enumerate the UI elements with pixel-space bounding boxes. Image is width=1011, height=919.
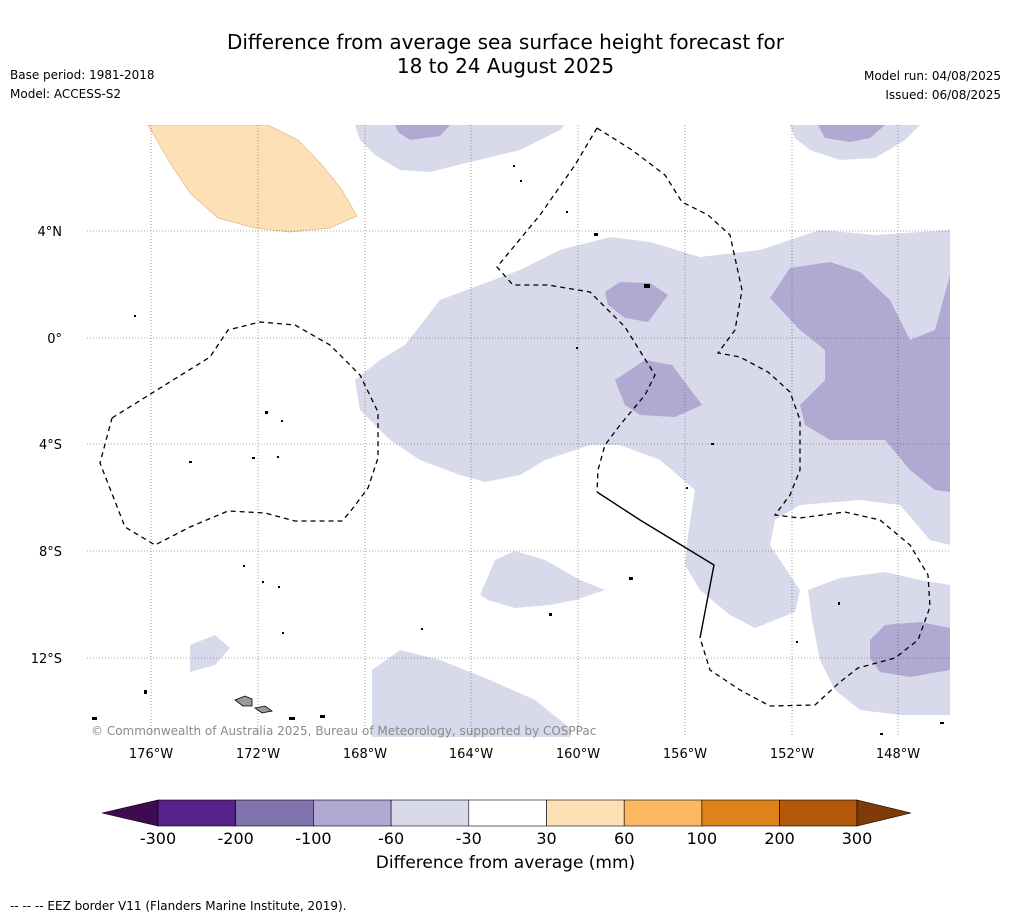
colorbar-swatch: [157, 799, 236, 827]
map-area: [87, 125, 950, 737]
colorbar-arrow-left: [101, 799, 159, 827]
colorbar: [101, 799, 912, 827]
colorbar-tick: -200: [218, 829, 254, 848]
colorbar-swatch: [313, 799, 392, 827]
base-period: Base period: 1981-2018: [10, 68, 155, 82]
colorbar-swatch: [701, 799, 780, 827]
lat-label: 8°S: [39, 545, 62, 560]
colorbar-tick: 60: [614, 829, 634, 848]
issued-date: Issued: 06/08/2025: [885, 88, 1001, 102]
colorbar-swatch: [623, 799, 703, 827]
islands: [92, 165, 944, 735]
lat-label: 4°N: [38, 225, 63, 240]
lon-label: 168°W: [343, 747, 387, 762]
colorbar-swatch: [235, 799, 314, 827]
colorbar-swatch: [546, 799, 625, 827]
lon-label: 160°W: [556, 747, 600, 762]
longitude-labels: 176°W 172°W 168°W 164°W 160°W 156°W 152°…: [129, 747, 920, 762]
colorbar-swatch: [390, 799, 470, 827]
anomaly-light-orange: [147, 125, 358, 233]
title-line-2: 18 to 24 August 2025: [396, 54, 615, 78]
colorbar-ticks: -300 -200 -100 -60 -30 30 60 100 200 300: [140, 829, 872, 848]
colorbar-tick: 30: [536, 829, 556, 848]
eez-borders: [99, 127, 931, 707]
colorbar-tick: 200: [764, 829, 795, 848]
copyright-notice: © Commonwealth of Australia 2025, Bureau…: [91, 724, 597, 738]
colorbar-tick: 300: [842, 829, 873, 848]
lon-label: 172°W: [236, 747, 280, 762]
lon-label: 164°W: [449, 747, 493, 762]
eez-legend-note: -- -- -- EEZ border V11 (Flanders Marine…: [10, 899, 347, 913]
colorbar-label: Difference from average (mm): [375, 853, 636, 873]
colorbar-tick: -300: [140, 829, 176, 848]
title-line-1: Difference from average sea surface heig…: [226, 30, 785, 54]
lat-label: 4°S: [39, 438, 62, 453]
map-title: Difference from average sea surface heig…: [0, 30, 1011, 78]
island-samoa-east: [254, 705, 273, 714]
latitude-labels: 4°N 0° 4°S 8°S 12°S: [31, 225, 62, 667]
lon-label: 176°W: [129, 747, 173, 762]
colorbar-arrow-right: [856, 799, 912, 827]
colorbar-tick: -30: [456, 829, 482, 848]
left-metadata: Base period: 1981-2018 Model: ACCESS-S2: [10, 66, 155, 104]
gridlines: [87, 125, 950, 737]
colorbar-tick: -60: [378, 829, 404, 848]
colorbar-tick: -100: [295, 829, 331, 848]
anomaly-medium-purple: [395, 125, 950, 677]
island-samoa-west: [234, 695, 253, 707]
colorbar-tick: 100: [687, 829, 718, 848]
lon-label: 148°W: [876, 747, 920, 762]
lat-label: 12°S: [31, 652, 62, 667]
lon-label: 156°W: [663, 747, 707, 762]
lat-label: 0°: [47, 332, 62, 347]
model-run: Model run: 04/08/2025: [863, 69, 1001, 83]
model-name: Model: ACCESS-S2: [10, 87, 122, 101]
right-metadata: Model run: 04/08/2025 Issued: 06/08/2025: [864, 67, 1001, 105]
boundary-line: [596, 491, 715, 639]
colorbar-swatch: [779, 799, 858, 827]
lon-label: 152°W: [770, 747, 814, 762]
colorbar-swatch: [468, 799, 547, 827]
